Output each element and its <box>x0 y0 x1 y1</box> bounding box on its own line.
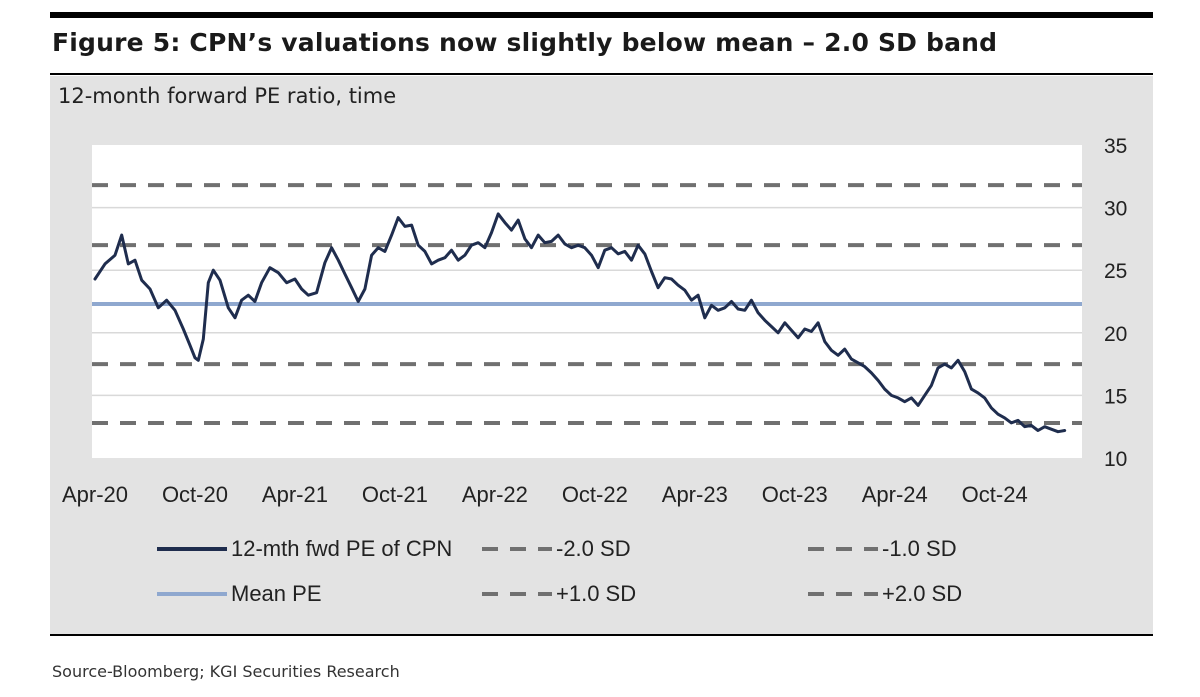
x-tick-label: Oct-22 <box>562 482 628 507</box>
series-layer <box>93 212 1067 434</box>
gridlines <box>92 206 1082 397</box>
x-tick-label: Apr-21 <box>262 482 328 507</box>
x-tick-label: Oct-21 <box>362 482 428 507</box>
x-tick-label: Apr-20 <box>62 482 128 507</box>
y-tick-label: 20 <box>1104 323 1127 346</box>
y-axis-ticks: 10 15 20 25 30 35 <box>1104 135 1127 471</box>
x-tick-label: Apr-22 <box>462 482 528 507</box>
series-line-cpn-pe <box>93 212 1067 434</box>
top-rule <box>50 12 1153 18</box>
x-tick-label: Apr-24 <box>862 482 928 507</box>
reference-lines <box>92 183 1082 425</box>
y-tick-label: 15 <box>1104 385 1127 408</box>
figure-title: Figure 5: CPN’s valuations now slightly … <box>52 28 998 57</box>
y-tick-label: 30 <box>1104 198 1127 221</box>
y-tick-label: 25 <box>1104 260 1127 283</box>
x-tick-label: Oct-23 <box>762 482 828 507</box>
source-note: Source-Bloomberg; KGI Securities Researc… <box>52 662 400 681</box>
x-tick-label: Oct-24 <box>962 482 1028 507</box>
bottom-rule <box>50 634 1153 636</box>
title-rule <box>50 73 1153 75</box>
x-axis-ticks: Apr-20 Oct-20 Apr-21 Oct-21 Apr-22 Oct-22 Apr-… <box>62 482 1028 507</box>
chart-subtitle: 12-month forward PE ratio, time <box>58 84 397 108</box>
x-tick-label: Apr-23 <box>662 482 728 507</box>
x-tick-label: Oct-20 <box>162 482 228 507</box>
y-tick-label: 35 <box>1104 135 1127 158</box>
y-tick-label: 10 <box>1104 448 1127 471</box>
